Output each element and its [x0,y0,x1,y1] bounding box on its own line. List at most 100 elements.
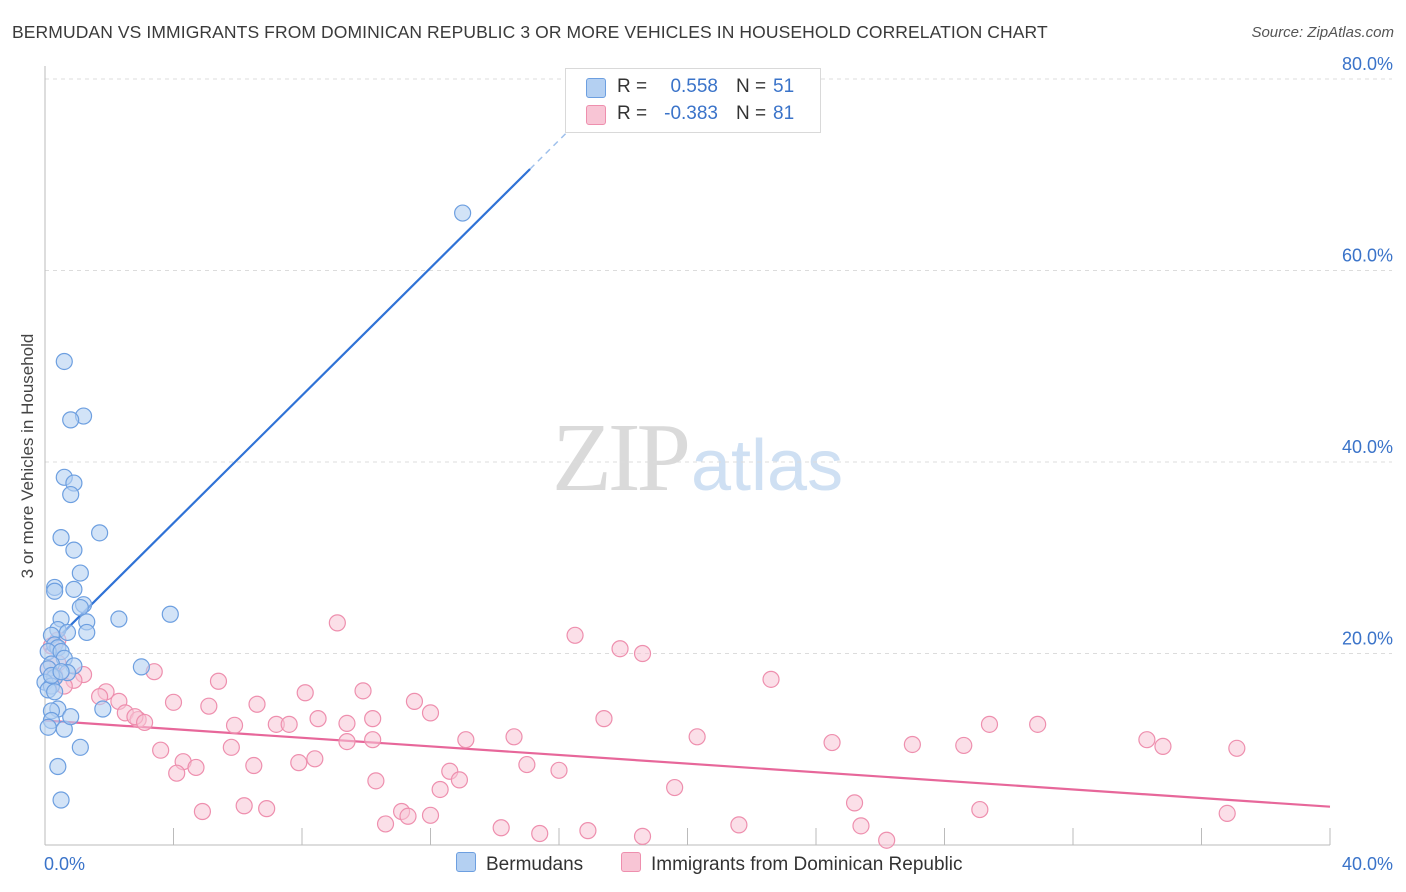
source-credit: Source: ZipAtlas.com [1251,24,1394,41]
trend-line-bermudan [44,168,531,652]
data-point-dominican [1154,737,1172,755]
data-point-bermudan [454,204,472,222]
x-tick-label: 40.0% [1342,854,1393,874]
data-point-bermudan [110,610,128,628]
data-point-bermudan [71,598,89,617]
data-point-dominican [730,816,748,834]
pink-swatch [621,852,641,872]
correlation-legend: R = 0.558 N = 51 R = -0.383 N = 81 [565,68,821,133]
n-value: 81 [773,103,795,124]
bermudan-points [36,204,472,809]
data-point-bermudan [132,658,150,676]
data-point-dominican [823,733,841,752]
data-point-dominican [338,732,356,751]
data-point-dominican [328,614,346,632]
data-point-dominican [405,692,424,710]
watermark-atlas: atlas [691,426,844,506]
data-point-dominican [595,710,613,728]
n-value: 51 [773,76,795,97]
legend-item-bermudans[interactable]: Bermudans [456,852,583,876]
data-point-dominican [666,778,684,797]
data-point-bermudan [78,623,96,642]
data-point-dominican [164,693,183,711]
data-point-dominican [338,714,356,732]
legend-label: Immigrants from Dominican Republic [651,854,963,875]
data-point-dominican [971,800,989,819]
data-point-dominican [505,728,523,746]
data-point-dominican [1228,739,1246,757]
data-point-bermudan [94,700,112,718]
data-point-dominican [290,754,308,772]
data-point-dominican [1218,804,1236,823]
data-point-bermudan [71,564,89,582]
data-point-bermudan [65,580,83,598]
data-point-bermudan [161,605,179,623]
n-label: N = [736,103,767,124]
data-point-dominican [421,704,440,722]
trend-line-dominican [44,719,1331,808]
data-point-dominican [222,738,240,756]
data-point-dominican [431,780,449,799]
data-point-dominican [878,831,896,849]
data-point-dominican [566,626,584,644]
data-point-bermudan [62,485,80,504]
data-point-dominican [135,713,154,732]
blue-swatch [586,78,606,98]
blue-swatch [456,852,476,872]
data-point-dominican [457,731,475,749]
data-point-dominican [845,794,864,812]
data-point-dominican [280,715,298,733]
data-point-bermudan [52,791,70,809]
r-value: -0.383 [664,103,718,124]
data-point-dominican [193,802,212,821]
data-point-dominican [152,741,170,759]
data-point-dominican [1029,715,1047,733]
data-point-dominican [376,815,395,833]
data-point-bermudan [62,411,80,429]
data-point-dominican [550,761,568,779]
data-point-dominican [235,797,253,815]
x-tick-label: 0.0% [44,854,85,874]
zipatlas-watermark: ZIPatlas [552,400,843,514]
data-point-dominican [364,710,382,728]
data-point-dominican [200,697,218,715]
y-tick-label: 60.0% [1342,246,1393,266]
data-point-bermudan [46,683,64,701]
data-point-dominican [852,817,870,835]
y-tick-label: 80.0% [1342,54,1393,74]
legend-label: Bermudans [486,854,584,875]
data-point-dominican [903,735,921,754]
data-point-dominican [245,756,263,775]
data-point-dominican [309,710,327,728]
data-point-dominican [633,827,652,845]
data-point-bermudan [39,718,57,736]
data-point-dominican [762,670,780,688]
pink-swatch [586,105,606,125]
n-label: N = [736,76,767,97]
data-point-bermudan [52,663,70,681]
data-point-bermudan [71,738,89,756]
data-point-bermudan [52,529,70,547]
data-point-dominican [579,822,597,840]
data-point-dominican [633,644,652,663]
data-point-dominican [611,640,629,658]
r-label: R = [617,76,648,97]
y-axis-label: 3 or more Vehicles in Household [18,333,37,579]
r-value: 0.558 [670,76,718,97]
data-point-bermudan [65,541,83,559]
data-point-dominican [209,672,228,690]
data-point-dominican [399,807,417,825]
legend-item-dominican[interactable]: Immigrants from Dominican Republic [621,852,963,876]
data-point-dominican [531,824,549,843]
data-point-dominican [367,772,385,790]
data-point-bermudan [62,708,80,726]
data-point-dominican [248,695,266,713]
data-point-dominican [306,750,324,768]
y-tick-label: 40.0% [1342,437,1393,457]
dominican-points [39,614,1246,849]
data-point-dominican [492,819,510,837]
y-tick-label: 20.0% [1342,629,1393,649]
data-point-dominican [450,771,469,789]
chart-title: BERMUDAN VS IMMIGRANTS FROM DOMINICAN RE… [12,22,1048,42]
